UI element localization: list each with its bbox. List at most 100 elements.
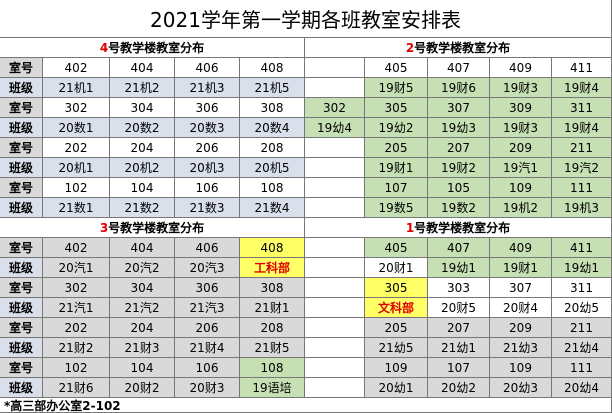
section-title: 1 号教学楼教室分布 (305, 218, 612, 238)
room-cell: 208 (240, 318, 305, 338)
room-cell: 206 (175, 318, 240, 338)
room-cell: 405 (365, 238, 428, 258)
room-cell: 102 (43, 178, 110, 198)
room-cell: 工科部 (240, 258, 305, 278)
room-cell: 406 (175, 58, 240, 78)
empty-cell (305, 318, 365, 338)
room-cell: 20财2 (110, 378, 175, 398)
room-cell: 20数1 (43, 118, 110, 138)
room-cell: 19数5 (365, 198, 428, 218)
room-cell: 21财4 (175, 338, 240, 358)
room-cell: 302 (43, 278, 110, 298)
empty-cell (305, 338, 365, 358)
row-label: 室号 (0, 138, 43, 158)
room-cell: 106 (175, 358, 240, 378)
room-cell: 19财2 (428, 158, 490, 178)
room-cell: 306 (175, 278, 240, 298)
room-cell: 19财6 (428, 78, 490, 98)
room-cell: 405 (365, 58, 428, 78)
row-label: 班级 (0, 298, 43, 318)
room-cell: 202 (43, 318, 110, 338)
row-label: 班级 (0, 258, 43, 278)
room-cell: 19幼1 (428, 258, 490, 278)
room-cell: 20机1 (43, 158, 110, 178)
room-cell: 20数2 (110, 118, 175, 138)
section-title: 4 号教学楼教室分布 (0, 38, 305, 58)
room-cell: 21财6 (43, 378, 110, 398)
room-cell: 20幼1 (365, 378, 428, 398)
room-cell: 108 (240, 178, 305, 198)
room-cell: 19幼4 (305, 118, 365, 138)
empty-cell (305, 278, 365, 298)
room-cell: 20机3 (175, 158, 240, 178)
room-cell: 107 (428, 358, 490, 378)
room-cell: 19财3 (490, 118, 552, 138)
room-cell: 21财2 (43, 338, 110, 358)
room-cell: 20汽3 (175, 258, 240, 278)
room-cell: 305 (365, 278, 428, 298)
room-cell: 20幼5 (552, 298, 612, 318)
row-label: 室号 (0, 98, 43, 118)
room-cell: 20财4 (490, 298, 552, 318)
room-cell: 19汽2 (552, 158, 612, 178)
row-label: 班级 (0, 118, 43, 138)
room-cell: 19机2 (490, 198, 552, 218)
room-cell: 204 (110, 318, 175, 338)
room-cell: 208 (240, 138, 305, 158)
empty-cell (305, 358, 365, 378)
room-cell: 20数4 (240, 118, 305, 138)
room-cell: 204 (110, 138, 175, 158)
room-cell: 19财4 (552, 78, 612, 98)
room-cell: 19财5 (365, 78, 428, 98)
room-cell: 20机2 (110, 158, 175, 178)
room-cell: 106 (175, 178, 240, 198)
room-cell: 文科部 (365, 298, 428, 318)
empty-cell (305, 58, 365, 78)
room-cell: 20幼4 (552, 378, 612, 398)
room-cell: 19机3 (552, 198, 612, 218)
room-cell: 211 (552, 138, 612, 158)
empty-cell (305, 378, 365, 398)
room-cell: 21幼1 (428, 338, 490, 358)
room-cell: 109 (490, 358, 552, 378)
row-label: 室号 (0, 358, 43, 378)
room-cell: 20幼2 (428, 378, 490, 398)
row-label: 班级 (0, 198, 43, 218)
empty-cell (305, 138, 365, 158)
room-cell: 20汽2 (110, 258, 175, 278)
room-cell: 202 (43, 138, 110, 158)
room-cell: 207 (428, 138, 490, 158)
room-cell: 21幼4 (552, 338, 612, 358)
row-label: 室号 (0, 278, 43, 298)
room-cell: 402 (43, 238, 110, 258)
room-cell: 20机5 (240, 158, 305, 178)
room-cell: 21机3 (175, 78, 240, 98)
room-cell: 408 (240, 238, 305, 258)
room-cell: 406 (175, 238, 240, 258)
room-cell: 304 (110, 98, 175, 118)
room-cell: 19幼1 (552, 258, 612, 278)
room-cell: 205 (365, 318, 428, 338)
room-cell: 104 (110, 178, 175, 198)
room-cell: 311 (552, 98, 612, 118)
room-cell: 206 (175, 138, 240, 158)
room-cell: 19财4 (552, 118, 612, 138)
room-cell: 207 (428, 318, 490, 338)
room-cell: 302 (43, 98, 110, 118)
room-cell: 19财1 (490, 258, 552, 278)
room-cell: 19幼3 (428, 118, 490, 138)
room-cell: 407 (428, 58, 490, 78)
room-cell: 307 (490, 278, 552, 298)
row-label: 室号 (0, 58, 43, 78)
empty-cell (305, 258, 365, 278)
room-cell: 209 (490, 318, 552, 338)
room-cell: 211 (552, 318, 612, 338)
room-cell: 305 (365, 98, 428, 118)
room-cell: 21财1 (240, 298, 305, 318)
room-cell: 20财5 (428, 298, 490, 318)
room-cell: 409 (490, 238, 552, 258)
room-cell: 21机5 (240, 78, 305, 98)
row-label: 室号 (0, 318, 43, 338)
room-cell: 109 (490, 178, 552, 198)
